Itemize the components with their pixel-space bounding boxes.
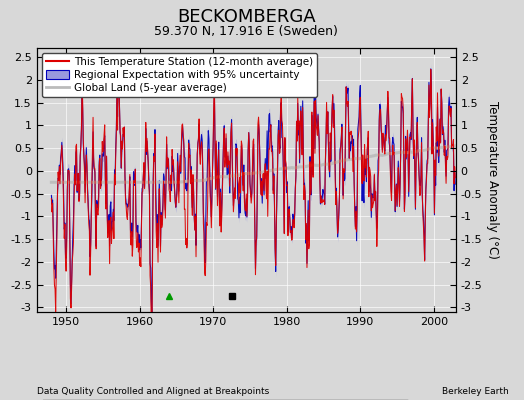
- Text: 59.370 N, 17.916 E (Sweden): 59.370 N, 17.916 E (Sweden): [155, 25, 338, 38]
- Y-axis label: Temperature Anomaly (°C): Temperature Anomaly (°C): [486, 101, 499, 259]
- Text: Berkeley Earth: Berkeley Earth: [442, 387, 508, 396]
- Text: Data Quality Controlled and Aligned at Breakpoints: Data Quality Controlled and Aligned at B…: [37, 387, 269, 396]
- Text: BECKOMBERGA: BECKOMBERGA: [177, 8, 315, 26]
